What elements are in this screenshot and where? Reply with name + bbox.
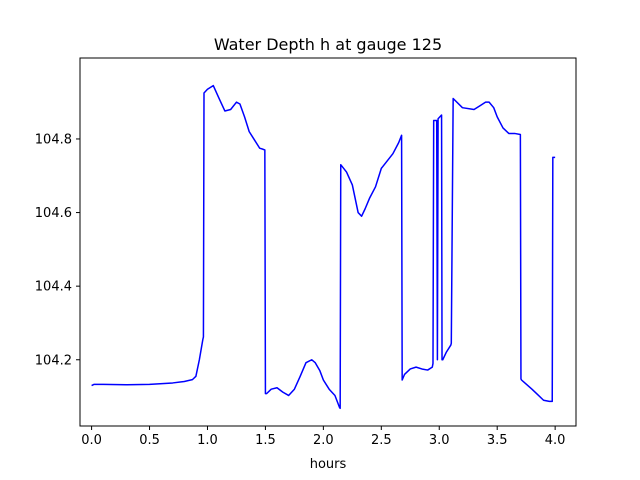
x-tick-label: 0.5 xyxy=(139,433,160,448)
x-tick-label: 1.5 xyxy=(255,433,276,448)
y-tick-label: 104.2 xyxy=(35,353,72,368)
chart-title: Water Depth h at gauge 125 xyxy=(214,35,442,54)
y-tick-label: 104.6 xyxy=(35,206,72,221)
x-tick-label: 2.0 xyxy=(313,433,334,448)
x-tick-label: 1.0 xyxy=(197,433,218,448)
y-tick-label: 104.8 xyxy=(35,132,72,147)
x-tick-label: 4.0 xyxy=(545,433,566,448)
x-axis-label: hours xyxy=(310,457,347,472)
x-tick-label: 3.5 xyxy=(487,433,508,448)
x-tick-label: 2.5 xyxy=(371,433,392,448)
y-tick-label: 104.4 xyxy=(35,280,72,295)
x-tick-label: 3.0 xyxy=(429,433,450,448)
x-tick-label: 0.0 xyxy=(81,433,102,448)
